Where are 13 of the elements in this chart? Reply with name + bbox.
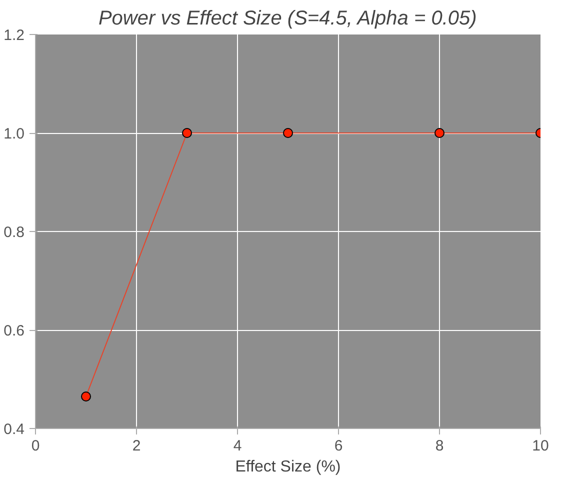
x-axis-title: Effect Size (%) — [235, 458, 341, 476]
x-tick-label: 8 — [435, 438, 444, 454]
x-tick-label: 4 — [233, 438, 242, 454]
chart-title: Power vs Effect Size (S=4.5, Alpha = 0.05) — [98, 8, 477, 30]
y-tick-label: 0.6 — [4, 322, 25, 340]
y-tick-label: 1.2 — [4, 27, 25, 44]
y-tick-label: 1.0 — [4, 126, 25, 142]
x-tick-label: 6 — [334, 438, 343, 454]
y-tick-label: 0.4 — [4, 421, 25, 438]
x-tick-label: 10 — [532, 438, 549, 454]
x-tick-label: 0 — [31, 438, 40, 454]
y-tick-label: 0.8 — [4, 224, 25, 241]
x-tick-label: 2 — [132, 438, 141, 454]
